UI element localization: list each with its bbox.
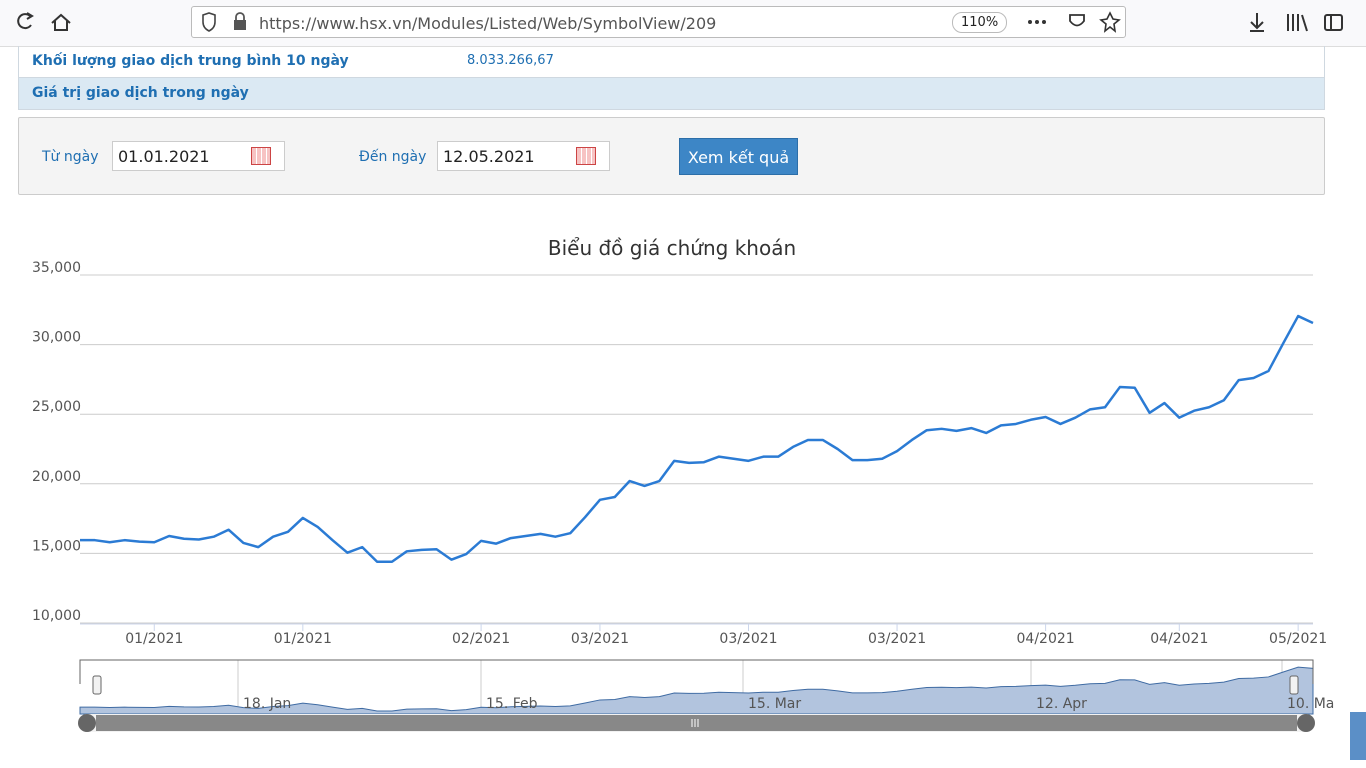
scroll-right[interactable] bbox=[1297, 714, 1315, 732]
navigator-handle[interactable] bbox=[92, 675, 102, 695]
security-icons bbox=[202, 12, 246, 32]
page-actions bbox=[1028, 11, 1121, 33]
x-tick-label: 03/2021 bbox=[868, 631, 926, 647]
y-tick-label: 30,000 bbox=[32, 330, 81, 346]
from-date: 01.01.2021 bbox=[118, 147, 210, 166]
navigator-label: 12. Apr bbox=[1036, 696, 1087, 712]
from-label: Từ ngày bbox=[42, 149, 99, 165]
zoom-level[interactable]: 110% bbox=[952, 12, 1008, 33]
row-label: Giá trị giao dịch trong ngày bbox=[32, 85, 249, 101]
calendar-icon[interactable] bbox=[251, 147, 271, 165]
price-line bbox=[80, 314, 1314, 564]
info-row: Khối lượng giao dịch trung bình 10 ngày … bbox=[19, 46, 1324, 78]
calendar-icon[interactable] bbox=[576, 147, 596, 165]
chart-title: Biểu đồ giá chứng khoán bbox=[548, 236, 796, 260]
info-row: Giá trị giao dịch trong ngày bbox=[19, 78, 1324, 109]
x-tick-label: 04/2021 bbox=[1017, 631, 1075, 647]
submit-button[interactable]: Xem kết quả bbox=[679, 138, 798, 175]
navigator-handle[interactable] bbox=[1289, 675, 1299, 695]
url-bar[interactable]: https://www.hsx.vn/Modules/Listed/Web/Sy… bbox=[191, 6, 1126, 38]
to-date: 12.05.2021 bbox=[443, 147, 535, 166]
x-tick-label: 02/2021 bbox=[452, 631, 510, 647]
date-filter: Từ ngày 01.01.2021 Đến ngày 12.05.2021 X… bbox=[18, 117, 1325, 195]
navigator-area bbox=[79, 666, 1314, 715]
x-tick-label: 01/2021 bbox=[274, 631, 332, 647]
navigator-label: 15. Feb bbox=[486, 696, 538, 712]
x-tick-label: 04/2021 bbox=[1150, 631, 1208, 647]
scrollbar-thumb bbox=[96, 715, 1297, 731]
scrollbar-grip bbox=[691, 719, 699, 727]
to-input[interactable]: 12.05.2021 bbox=[437, 141, 610, 171]
navigator-label: 18. Jan bbox=[243, 696, 291, 712]
x-tick-label: 01/2021 bbox=[125, 631, 183, 647]
x-tick-label: 03/2021 bbox=[719, 631, 777, 647]
nav-icons bbox=[17, 12, 71, 31]
navigator-outline bbox=[79, 659, 1314, 684]
scroll-left[interactable] bbox=[78, 714, 96, 732]
info-table: Khối lượng giao dịch trung bình 10 ngày … bbox=[18, 46, 1325, 110]
x-tick-label: 03/2021 bbox=[571, 631, 629, 647]
toolbar-icons bbox=[1250, 13, 1343, 32]
y-tick-label: 10,000 bbox=[32, 608, 81, 624]
scroll-top-button[interactable] bbox=[1350, 712, 1366, 760]
navigator-label: 10. Ma bbox=[1287, 696, 1334, 712]
y-tick-label: 15,000 bbox=[32, 538, 81, 554]
row-label: Khối lượng giao dịch trung bình 10 ngày bbox=[32, 53, 349, 69]
from-input[interactable]: 01.01.2021 bbox=[112, 141, 285, 171]
url[interactable]: https://www.hsx.vn/Modules/Listed/Web/Sy… bbox=[259, 14, 717, 33]
navigator-label: 15. Mar bbox=[748, 696, 801, 712]
x-tick-label: 05/2021 bbox=[1269, 631, 1327, 647]
chart: Biểu đồ giá chứng khoán 10,000 15,000 20,0… bbox=[32, 236, 1366, 760]
to-label: Đến ngày bbox=[359, 149, 427, 165]
browser-toolbar: https://www.hsx.vn/Modules/Listed/Web/Sy… bbox=[0, 0, 1366, 47]
y-tick-label: 35,000 bbox=[32, 260, 81, 276]
y-tick-label: 25,000 bbox=[32, 399, 81, 415]
row-value: 8.033.266,67 bbox=[467, 53, 554, 68]
y-tick-label: 20,000 bbox=[32, 469, 81, 485]
